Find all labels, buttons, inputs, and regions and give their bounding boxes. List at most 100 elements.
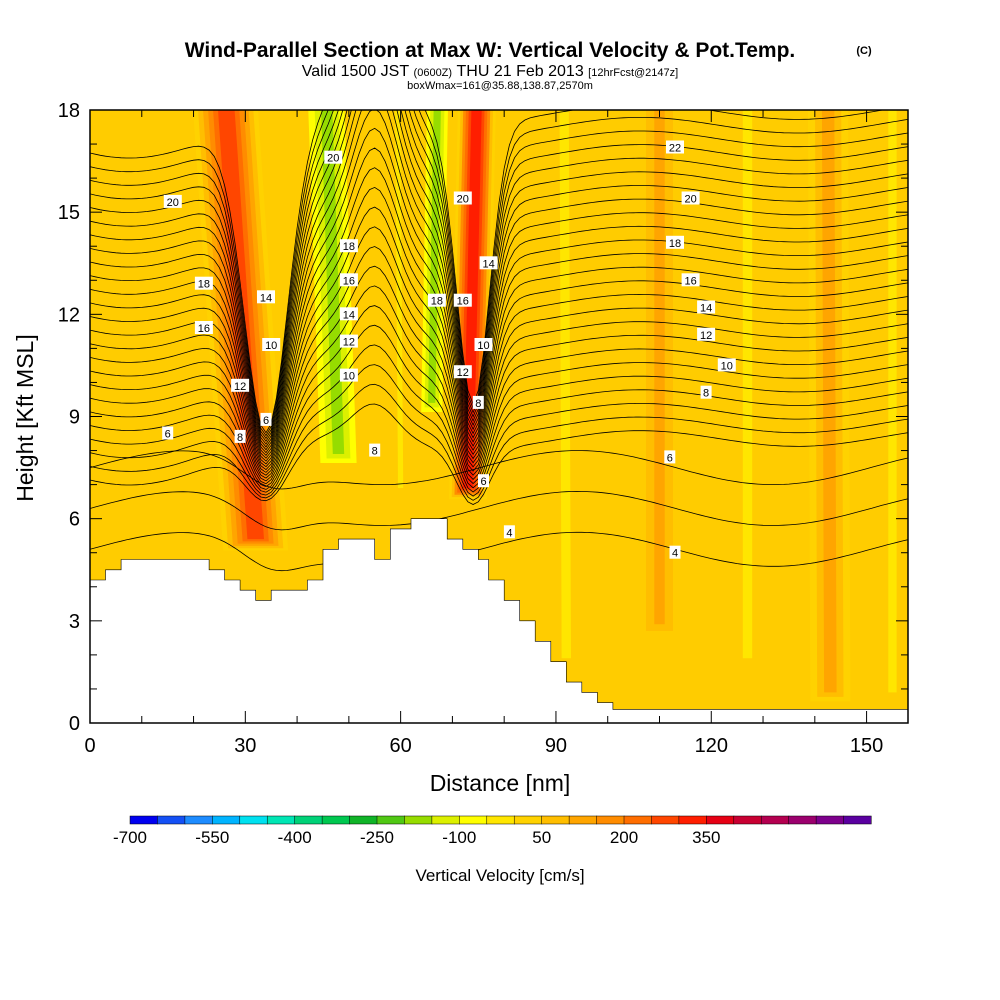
contour-label-bg xyxy=(664,450,676,464)
colorbar-swatch xyxy=(568,815,598,825)
colorbar-swatch xyxy=(678,815,707,825)
contour-label-text: 4 xyxy=(506,527,512,539)
contour-label: 16 xyxy=(339,273,358,287)
contour-label-text: 10 xyxy=(477,340,489,352)
theta-contour-20 xyxy=(90,110,908,445)
contour-label-bg xyxy=(669,545,681,559)
contour-label: 12 xyxy=(231,378,250,393)
theta-contour-low-0 xyxy=(90,531,908,572)
x-tick-label: 150 xyxy=(850,735,883,757)
theta-contour-23 xyxy=(90,110,908,437)
contour-label-text: 6 xyxy=(165,429,171,441)
potential-temperature-contours xyxy=(90,110,908,572)
colorbar-swatch xyxy=(733,815,762,825)
contour-label-text: 10 xyxy=(721,360,733,372)
contour-label-bg xyxy=(700,385,712,399)
contour-label-bg xyxy=(339,307,358,321)
x-axis-title: Distance [nm] xyxy=(430,770,571,796)
contour-label: 8 xyxy=(472,395,484,410)
contour-label-bg xyxy=(162,426,174,440)
y-tick-label: 6 xyxy=(69,509,80,531)
contour-label: 18 xyxy=(194,276,213,291)
contour-label-bg xyxy=(681,191,700,205)
theta-contour-12 xyxy=(90,167,908,468)
contour-label-bg xyxy=(262,338,281,351)
contour-label-bg xyxy=(324,150,343,164)
contour-label-bg xyxy=(453,191,472,205)
w-band-6-level-2 xyxy=(654,110,665,625)
contour-label-bg xyxy=(681,273,700,287)
contour-label-text: 14 xyxy=(343,309,355,321)
contour-label: 14 xyxy=(697,300,716,315)
colorbar-swatch xyxy=(184,815,213,825)
contour-label-text: 8 xyxy=(703,388,709,400)
theta-contour-6 xyxy=(90,285,908,485)
colorbar-swatch xyxy=(349,815,378,825)
colorbar-swatch xyxy=(404,815,433,825)
contour-label-text: 16 xyxy=(684,275,696,287)
y-axis: 0 3 6 9 12 15 18 xyxy=(58,100,908,735)
contour-label-bg xyxy=(472,395,484,409)
contour-label-text: 16 xyxy=(198,323,210,335)
contour-label: 10 xyxy=(339,368,358,383)
theta-contour-17 xyxy=(90,110,908,454)
contour-label: 8 xyxy=(369,443,381,458)
contour-label-text: 10 xyxy=(265,340,277,352)
contour-label-text: 12 xyxy=(457,367,469,379)
theta-contour-19 xyxy=(90,110,908,448)
colorbar-swatch xyxy=(706,815,735,825)
contour-label-bg xyxy=(474,338,493,351)
contour-label: 14 xyxy=(479,256,498,270)
contour-label-bg xyxy=(479,256,498,270)
contour-label-text: 20 xyxy=(167,197,179,209)
contour-label-text: 16 xyxy=(457,296,469,308)
chart-subtitle: Valid 1500 JST (0600Z) THU 21 Feb 2013 [… xyxy=(302,63,678,80)
contour-label-bg xyxy=(369,443,381,457)
contour-label-bg xyxy=(231,378,250,392)
contour-label: 12 xyxy=(697,327,716,342)
colorbar-tick-label: -100 xyxy=(442,828,476,847)
contour-label: 12 xyxy=(453,365,472,379)
colorbar-tick-label: 350 xyxy=(692,828,720,847)
colorbar-title: Vertical Velocity [cm/s] xyxy=(415,866,584,885)
contour-label: 8 xyxy=(234,429,246,444)
contour-label-bg xyxy=(697,300,716,314)
theta-contour-14 xyxy=(90,127,908,462)
w-band-9-level-1 xyxy=(888,110,897,693)
contour-label-bg xyxy=(339,239,358,253)
contour-label-text: 18 xyxy=(669,238,681,250)
chart-title: Wind-Parallel Section at Max W: Vertical… xyxy=(185,39,796,62)
colorbar-tick-label: -550 xyxy=(195,828,229,847)
contour-label-text: 18 xyxy=(343,241,355,253)
contour-label-bg xyxy=(717,358,736,372)
contour-label-text: 6 xyxy=(263,415,269,427)
theta-contour-16 xyxy=(90,110,908,457)
contour-label-bg xyxy=(453,293,472,307)
colorbar-swatch xyxy=(541,815,570,825)
colorbar-swatch xyxy=(431,815,460,825)
x-tick-label: 30 xyxy=(234,735,256,757)
contour-label-bg xyxy=(194,321,213,334)
contour-label: 4 xyxy=(669,545,681,560)
contour-label: 6 xyxy=(664,450,676,464)
contour-label: 18 xyxy=(427,293,446,308)
colorbar: -700 -550 -400 -250 -100 50 200 350 xyxy=(113,815,872,847)
contour-label-text: 8 xyxy=(475,398,481,410)
valid-time: Valid 1500 JST xyxy=(302,63,410,80)
colorbar-swatch xyxy=(486,815,515,825)
contour-labels: 20 18 16 6 14 10 12 8 6 20 18 16 14 12 10 8 18 20 16 14 10 12… xyxy=(162,140,736,560)
colorbar-swatch xyxy=(596,815,625,825)
colorbar-swatch xyxy=(266,815,296,825)
x-axis: 0 30 60 90 120 150 xyxy=(84,110,883,757)
contour-label-text: 20 xyxy=(684,194,696,206)
theta-contour-3 xyxy=(90,344,908,493)
contour-label-text: 6 xyxy=(480,476,486,488)
colorbar-swatch xyxy=(239,815,268,825)
contour-label: 8 xyxy=(700,385,712,400)
contour-label: 14 xyxy=(339,307,358,321)
contour-label-bg xyxy=(666,140,684,154)
copyright-mark: (C) xyxy=(856,45,872,57)
colorbar-tick-label: -700 xyxy=(113,828,147,847)
y-tick-label: 12 xyxy=(58,304,80,326)
contour-label: 20 xyxy=(324,150,343,165)
